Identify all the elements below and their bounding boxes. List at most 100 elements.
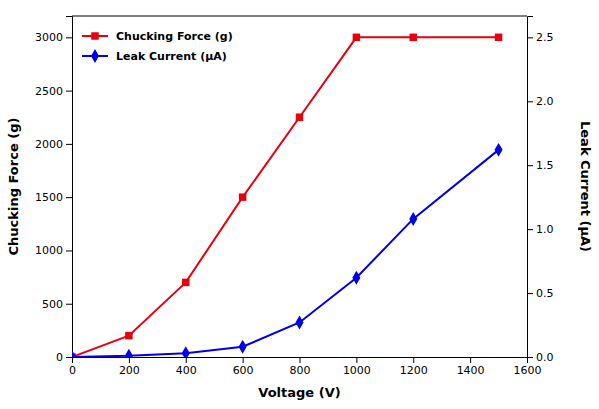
tick-label: 1000 [35, 244, 63, 257]
tick: 1000 [343, 357, 371, 377]
legend-label: Leak Current (μA) [116, 50, 227, 63]
tick-mark [66, 197, 72, 198]
tick-mark [527, 37, 533, 38]
point [409, 212, 417, 226]
tick: 2.5 [527, 31, 554, 44]
tick-label: 1.0 [536, 223, 554, 236]
tick-label: 600 [233, 364, 254, 377]
point [352, 271, 360, 285]
point [125, 332, 132, 339]
tick-label: 2.5 [536, 31, 554, 44]
legend-marker [91, 49, 99, 63]
tick: 0.0 [527, 351, 554, 364]
tick-label: 800 [290, 364, 311, 377]
tick-mark [413, 357, 414, 363]
axis-line [66, 17, 73, 358]
legend-item: Leak Current (μA) [82, 49, 227, 63]
tick: 0 [69, 357, 76, 377]
tick-mark [66, 357, 72, 358]
legend-label: Chucking Force (g) [116, 30, 233, 43]
tick: 2500 [35, 85, 72, 98]
axis-line [528, 17, 534, 358]
tick-mark [527, 165, 533, 166]
tick-mark [186, 357, 187, 363]
tick-label: 0 [69, 364, 76, 377]
tick-label: 0.5 [536, 287, 554, 300]
tick-label: 2.0 [536, 95, 554, 108]
tick-mark [527, 357, 533, 358]
tick-label: 2500 [35, 85, 63, 98]
tick: 600 [233, 357, 254, 377]
x-axis-title: Voltage (V) [258, 385, 340, 400]
tick-label: 1400 [457, 364, 485, 377]
point [295, 316, 303, 330]
tick-label: 500 [42, 298, 63, 311]
point [410, 34, 417, 41]
tick-mark [300, 357, 301, 363]
tick-label: 1500 [35, 191, 63, 204]
point [495, 143, 503, 157]
series [72, 34, 502, 357]
tick-label: 3000 [35, 31, 63, 44]
tick: 800 [290, 357, 311, 377]
tick-mark [66, 37, 72, 38]
tick-mark [66, 144, 72, 145]
chart: 0 200 400 600 800 1000 1200 1400 1600 0 500 1000 150… [0, 0, 599, 409]
tick-mark [527, 101, 533, 102]
point [72, 350, 76, 357]
point [495, 34, 502, 41]
tick-label: 0 [56, 351, 63, 364]
tick: 1400 [457, 357, 485, 377]
tick-mark [66, 250, 72, 251]
tick: 1.0 [527, 223, 554, 236]
tick-mark [356, 357, 357, 363]
frame [72, 16, 527, 17]
tick: 1.5 [527, 159, 554, 172]
series [72, 143, 503, 357]
plot: 0 200 400 600 800 1000 1200 1400 1600 0 500 1000 150… [35, 16, 554, 377]
y-axis-title: Chucking Force (g) [6, 118, 21, 256]
tick: 0 [56, 351, 72, 364]
tick-mark [527, 293, 533, 294]
point [296, 113, 303, 120]
series-line [72, 150, 499, 357]
point [182, 346, 190, 357]
tick: 1200 [400, 357, 428, 377]
tick-mark [66, 91, 72, 92]
tick-label: 1000 [343, 364, 371, 377]
tick-label: 1.5 [536, 159, 554, 172]
tick-mark [129, 357, 130, 363]
marks [72, 34, 503, 357]
y2-axis: 0.0 0.5 1.0 1.5 2.0 2.5 [527, 17, 554, 365]
tick-label: 0.0 [536, 351, 554, 364]
series-line [72, 37, 499, 357]
point [125, 349, 133, 357]
tick-label: 200 [119, 364, 140, 377]
tick: 0.5 [527, 287, 554, 300]
tick-label: 2000 [35, 138, 63, 151]
point [239, 340, 247, 354]
y2-axis-title: Leak Current (μA) [578, 121, 593, 252]
tick-mark [66, 304, 72, 305]
tick: 3000 [35, 31, 72, 44]
tick: 2000 [35, 138, 72, 151]
axis-line [73, 358, 528, 364]
point [239, 193, 246, 200]
tick: 200 [119, 357, 140, 377]
tick-label: 400 [176, 364, 197, 377]
tick-label: 1600 [514, 364, 542, 377]
legend-item: Chucking Force (g) [82, 30, 233, 43]
point [353, 34, 360, 41]
legend-marker [91, 32, 98, 39]
x-axis: 0 200 400 600 800 1000 1200 1400 1600 [69, 357, 542, 377]
tick: 1500 [35, 191, 72, 204]
tick-label: 1200 [400, 364, 428, 377]
tick-mark [243, 357, 244, 363]
tick: 400 [176, 357, 197, 377]
point [182, 279, 189, 286]
tick-mark [527, 229, 533, 230]
y-axis: 0 500 1000 1500 2000 2500 3000 [35, 17, 73, 365]
tick-mark [470, 357, 471, 363]
tick: 500 [42, 298, 72, 311]
tick: 1000 [35, 244, 72, 257]
